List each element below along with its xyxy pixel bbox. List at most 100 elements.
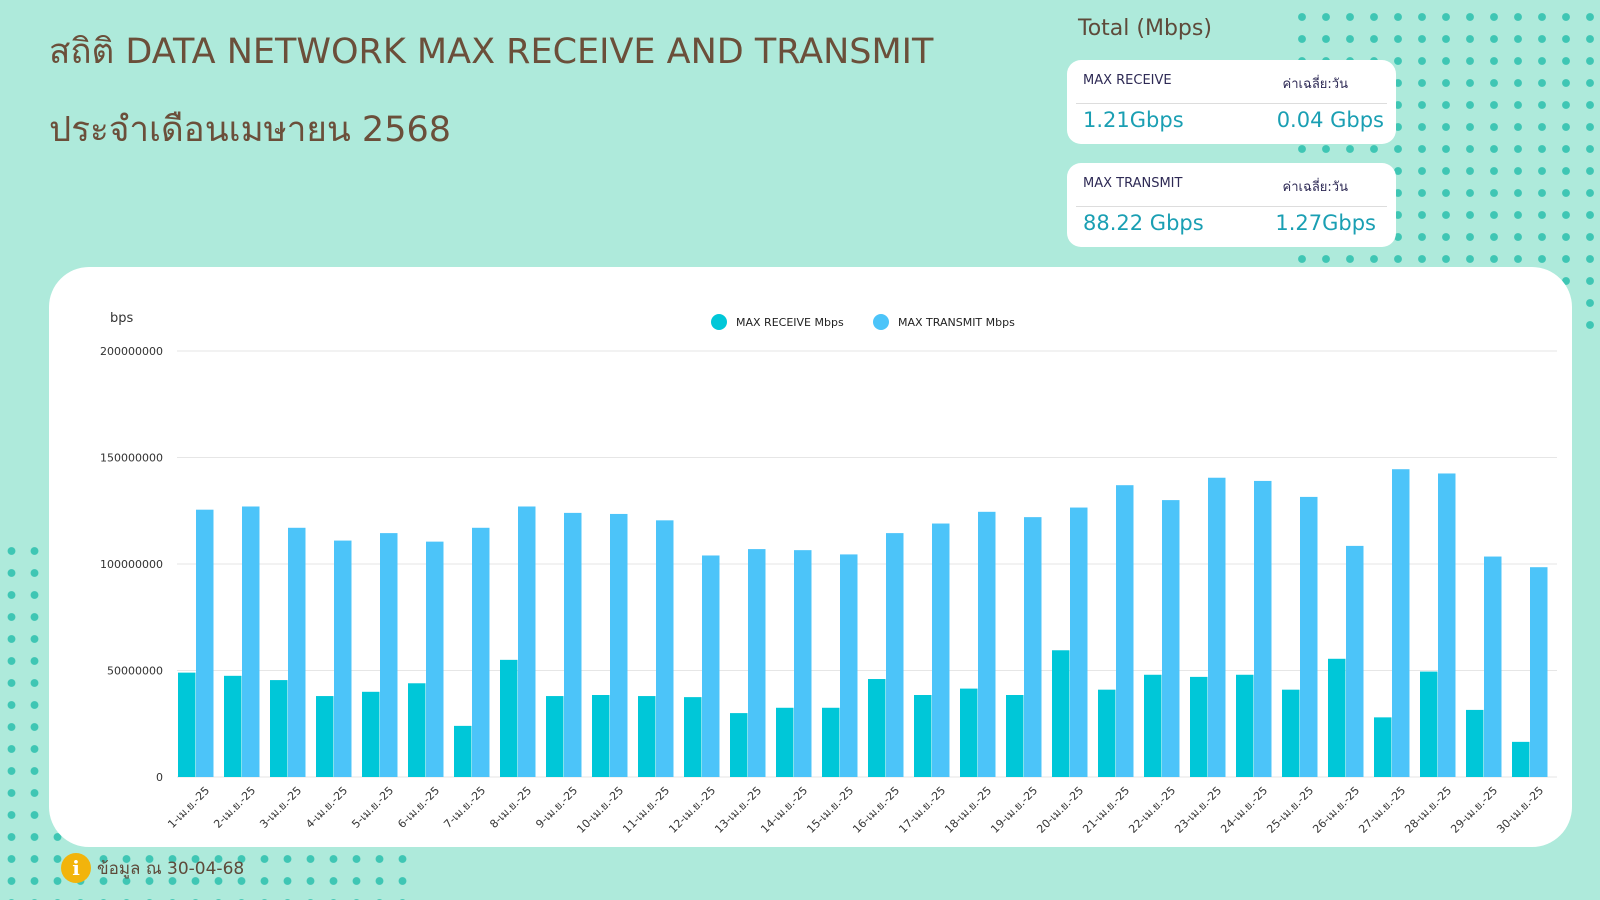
bar-transmit	[380, 533, 398, 777]
receive-avg-value: 0.04 Gbps	[1276, 108, 1384, 132]
x-tick-label: 17-เม.ย.-25	[896, 784, 948, 836]
bar-transmit	[656, 520, 674, 777]
x-tick-label: 24-เม.ย.-25	[1218, 784, 1270, 836]
x-tick-label: 14-เม.ย.-25	[758, 784, 810, 836]
bar-receive	[316, 696, 334, 777]
card-divider	[1076, 103, 1387, 104]
bar-transmit	[748, 549, 766, 777]
bar-receive	[1236, 674, 1254, 777]
total-label: Total (Mbps)	[1078, 16, 1212, 41]
x-tick-label: 11-เม.ย.-25	[620, 784, 672, 836]
x-tick-label: 6-เม.ย.-25	[395, 784, 442, 831]
bar-receive	[1098, 689, 1116, 777]
bar-transmit	[1208, 477, 1226, 777]
bar-transmit	[242, 506, 260, 777]
chart-panel: 0 50000000 100000000 150000000 200000000 bps M…	[49, 267, 1572, 847]
bar-receive	[1512, 741, 1530, 777]
bar-receive	[1328, 658, 1346, 777]
bar-receive	[684, 697, 702, 777]
y-tick-label: 150000000	[100, 452, 163, 465]
bar-receive	[1190, 676, 1208, 777]
bar-transmit	[794, 550, 812, 777]
bar-transmit	[564, 512, 582, 777]
legend-receive-marker	[711, 314, 727, 330]
bar-receive	[1420, 671, 1438, 777]
bar-receive	[822, 707, 840, 777]
x-tick-label: 12-เม.ย.-25	[666, 784, 718, 836]
x-tick-label: 8-เม.ย.-25	[487, 784, 534, 831]
bar-transmit	[1346, 545, 1364, 777]
bar-receive	[914, 694, 932, 777]
bar-transmit	[1300, 496, 1318, 777]
receive-summary-card: MAX RECEIVE ค่าเฉลี่ย:วัน 1.21Gbps 0.04 …	[1067, 60, 1396, 144]
bar-transmit	[978, 511, 996, 777]
bar-receive	[500, 659, 518, 777]
transmit-avg-label: ค่าเฉลี่ย:วัน	[1282, 180, 1348, 195]
x-tick-label: 30-เม.ย.-25	[1494, 784, 1546, 836]
x-tick-label: 13-เม.ย.-25	[712, 784, 764, 836]
x-tick-label: 3-เม.ย.-25	[257, 784, 304, 831]
receive-label: MAX RECEIVE	[1083, 73, 1172, 88]
transmit-label: MAX TRANSMIT	[1083, 176, 1183, 191]
bar-transmit	[1024, 517, 1042, 777]
bar-transmit	[334, 540, 352, 777]
bar-receive	[730, 713, 748, 777]
bar-receive	[1052, 650, 1070, 777]
bar-receive	[178, 672, 196, 777]
bar-receive	[408, 683, 426, 777]
legend-transmit-marker	[873, 314, 889, 330]
x-tick-label: 18-เม.ย.-25	[942, 784, 994, 836]
bar-receive	[224, 675, 242, 777]
x-tick-label: 2-เม.ย.-25	[211, 784, 258, 831]
card-divider	[1076, 206, 1387, 207]
bar-transmit	[1116, 485, 1134, 777]
y-tick-label: 0	[156, 771, 163, 784]
bar-receive	[1282, 689, 1300, 777]
x-tick-label: 1-เม.ย.-25	[165, 784, 212, 831]
x-tick-label: 16-เม.ย.-25	[850, 784, 902, 836]
bar-receive	[868, 679, 886, 777]
bar-receive	[638, 696, 656, 777]
x-tick-label: 21-เม.ย.-25	[1080, 784, 1132, 836]
bar-transmit	[1438, 473, 1456, 777]
y-tick-label: 100000000	[100, 558, 163, 571]
bar-transmit	[1530, 567, 1548, 777]
bar-receive	[270, 680, 288, 777]
bar-transmit	[1254, 480, 1272, 777]
bar-receive	[454, 725, 472, 777]
bar-transmit	[932, 523, 950, 777]
legend-transmit-label: MAX TRANSMIT Mbps	[898, 316, 1015, 329]
x-tick-label: 27-เม.ย.-25	[1356, 784, 1408, 836]
x-tick-label: 10-เม.ย.-25	[574, 784, 626, 836]
bar-transmit	[472, 527, 490, 777]
bar-transmit	[1070, 507, 1088, 777]
footer-text: ข้อมูล ณ 30-04-68	[97, 858, 245, 879]
transmit-summary-card: MAX TRANSMIT ค่าเฉลี่ย:วัน 88.22 Gbps 1.…	[1067, 163, 1396, 247]
x-tick-label: 29-เม.ย.-25	[1448, 784, 1500, 836]
bar-receive	[1144, 674, 1162, 777]
bar-transmit	[840, 554, 858, 777]
bar-transmit	[518, 506, 536, 777]
legend-receive-label: MAX RECEIVE Mbps	[736, 316, 844, 329]
page-title: สถิติ DATA NETWORK MAX RECEIVE AND TRANS…	[49, 32, 934, 72]
bar-receive	[546, 696, 564, 777]
x-tick-label: 4-เม.ย.-25	[303, 784, 350, 831]
bar-transmit	[1392, 469, 1410, 777]
bar-transmit	[702, 555, 720, 777]
bar-receive	[1374, 717, 1392, 777]
footer: i ข้อมูล ณ 30-04-68	[61, 853, 244, 883]
x-tick-label: 15-เม.ย.-25	[804, 784, 856, 836]
bar-transmit	[610, 513, 628, 777]
x-tick-label: 9-เม.ย.-25	[533, 784, 580, 831]
bar-receive	[960, 688, 978, 777]
bar-transmit	[1162, 500, 1180, 777]
y-tick-label: 200000000	[100, 345, 163, 358]
bar-transmit	[288, 527, 306, 777]
x-tick-label: 20-เม.ย.-25	[1034, 784, 1086, 836]
bar-transmit	[426, 541, 444, 777]
bar-receive	[1466, 709, 1484, 777]
bar-chart: 0 50000000 100000000 150000000 200000000 bps M…	[100, 311, 1557, 836]
page-subtitle: ประจำเดือนเมษายน 2568	[49, 110, 452, 150]
transmit-avg-value: 1.27Gbps	[1275, 211, 1376, 235]
bar-transmit	[886, 533, 904, 777]
